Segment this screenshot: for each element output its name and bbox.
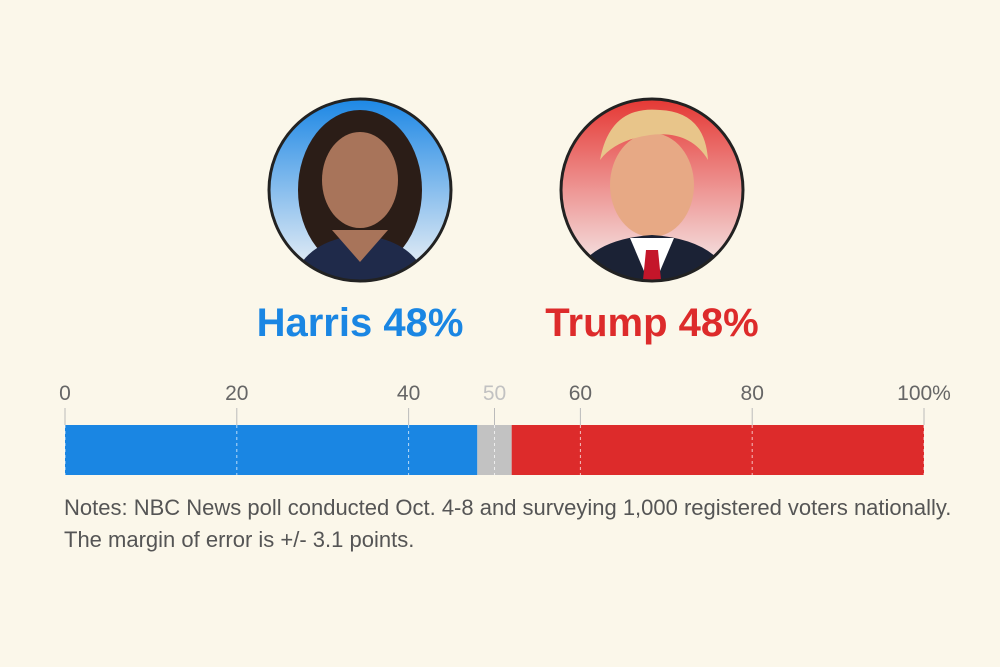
x-tick-label: 20: [225, 382, 248, 405]
trump-photo: [559, 97, 745, 283]
bar-segment: [511, 425, 924, 475]
x-tick-label: 50: [483, 382, 506, 405]
candidate-label: Harris 48%: [257, 301, 464, 345]
value-label: 48%: [383, 301, 463, 345]
harris-photo: [267, 97, 453, 283]
candidate-name: Harris: [257, 301, 373, 345]
candidate-label: Trump 48%: [545, 301, 758, 345]
candidate-name: Trump: [545, 301, 667, 345]
value-label: 48%: [679, 301, 759, 345]
bar-segment: [65, 425, 478, 475]
x-tick-label: 100%: [897, 382, 951, 405]
x-tick-label: 40: [397, 382, 420, 405]
x-tick-label: 0: [59, 382, 71, 405]
x-tick-label: 80: [741, 382, 764, 405]
x-tick-label: 60: [569, 382, 592, 405]
notes: Notes: NBC News poll conducted Oct. 4-8 …: [64, 495, 952, 552]
